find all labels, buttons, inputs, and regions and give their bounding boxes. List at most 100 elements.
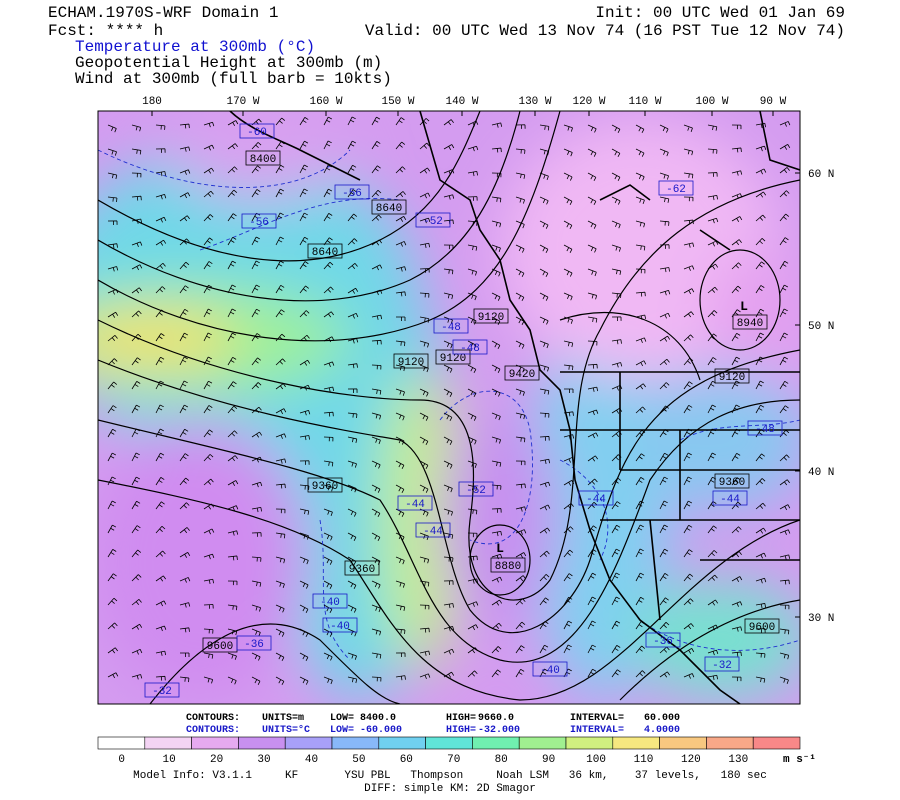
temperature-label: -36 (653, 636, 673, 648)
colorbar-swatch (706, 736, 754, 750)
wind-barb (731, 380, 740, 390)
temperature-label: -48 (441, 322, 461, 334)
wind-barb (563, 620, 573, 630)
wind-barb (203, 628, 214, 634)
wind-barb (251, 142, 262, 150)
temperature-label-box (645, 632, 681, 648)
wind-barb (611, 220, 621, 229)
temperature-label-box (236, 635, 272, 651)
wind-barb (203, 676, 214, 684)
wind-barb (659, 452, 669, 462)
wind-barb (131, 674, 143, 680)
wind-barb (587, 668, 597, 678)
wind-barb (347, 116, 356, 126)
wind-barb (731, 526, 742, 534)
wind-barb (131, 357, 141, 366)
wind-barb (635, 406, 646, 414)
wind-barb (203, 405, 213, 414)
wind-barb (251, 580, 262, 587)
temperature-label: -56 (342, 188, 362, 200)
wind-barb (275, 141, 285, 150)
wind-barb (467, 412, 477, 421)
latitude-label: 60 N (808, 169, 834, 181)
wind-barb (755, 453, 765, 462)
wind-barb (371, 412, 382, 420)
wind-barb (275, 556, 286, 564)
wind-barb (515, 436, 526, 443)
wind-barb (755, 527, 767, 534)
wind-barb (539, 340, 549, 349)
colorbar-swatch (752, 736, 801, 750)
wind-barb (539, 597, 549, 606)
longitude-label: 120 W (572, 96, 605, 108)
wind-barb (467, 647, 478, 654)
wind-barb (539, 364, 550, 372)
wind-barb (635, 148, 645, 157)
wind-barb (731, 147, 742, 153)
wind-barb (275, 236, 284, 246)
wind-barb (611, 316, 622, 321)
height-contours (98, 111, 800, 704)
wind-barb (539, 148, 550, 156)
wind-barb (443, 603, 454, 609)
wind-barb (131, 648, 143, 655)
wind-barb (299, 384, 311, 391)
wind-barb (755, 676, 766, 683)
wind-barb (347, 484, 357, 493)
colorbar-tick-label: 0 (118, 754, 125, 766)
wind-barb (131, 287, 142, 294)
wind-barb (323, 532, 333, 541)
wind-barb (419, 340, 430, 348)
wind-barb (467, 244, 478, 251)
wind-barb (491, 147, 502, 153)
wind-barb (347, 508, 357, 517)
wind-barb (227, 120, 239, 127)
wind-barb (107, 148, 117, 156)
wind-barb (227, 189, 238, 198)
wind-barb (635, 244, 646, 251)
wind-barb (563, 124, 573, 132)
wind-barb (371, 652, 382, 659)
wind-barb (563, 526, 574, 534)
wind-barb (371, 314, 383, 320)
wind-barb (107, 647, 118, 654)
wind-barb (419, 580, 430, 587)
wind-barb (203, 454, 214, 462)
wind-barb (731, 216, 743, 222)
wind-barb (347, 263, 358, 270)
wind-barb (779, 213, 790, 222)
temperature-label-box (458, 481, 494, 497)
wind-barb (731, 626, 743, 632)
wind-barb (539, 527, 551, 534)
wind-barb (395, 388, 405, 396)
wind-barb (131, 428, 140, 438)
wind-barb (179, 356, 188, 366)
wind-barb (707, 148, 718, 154)
wind-barb (155, 501, 165, 510)
contour-legend: INTERVAL= (570, 725, 624, 736)
wind-barb (635, 621, 645, 630)
wind-barb (755, 122, 767, 129)
temperature-contours (98, 149, 800, 661)
wind-barb (683, 623, 694, 630)
wind-barb (443, 412, 453, 422)
height-label-box (245, 150, 281, 166)
contour-legend: 60.000 (644, 713, 680, 724)
wind-barb (467, 171, 478, 177)
wind-barb (635, 645, 646, 654)
temperature-label: -56 (249, 217, 269, 229)
wind-barb (683, 124, 693, 132)
wind-barb (779, 308, 788, 318)
wind-barb (443, 671, 455, 678)
wind-barb (347, 388, 358, 393)
contour-legend: CONTOURS: (186, 725, 240, 736)
wind-barb (755, 404, 765, 414)
wind-barb (227, 530, 239, 536)
wind-barb (683, 172, 694, 179)
wind-barb (371, 214, 382, 222)
wind-barb (179, 215, 190, 222)
wind-barb (347, 652, 357, 660)
wind-barb (563, 411, 574, 417)
wind-barb (611, 501, 621, 510)
